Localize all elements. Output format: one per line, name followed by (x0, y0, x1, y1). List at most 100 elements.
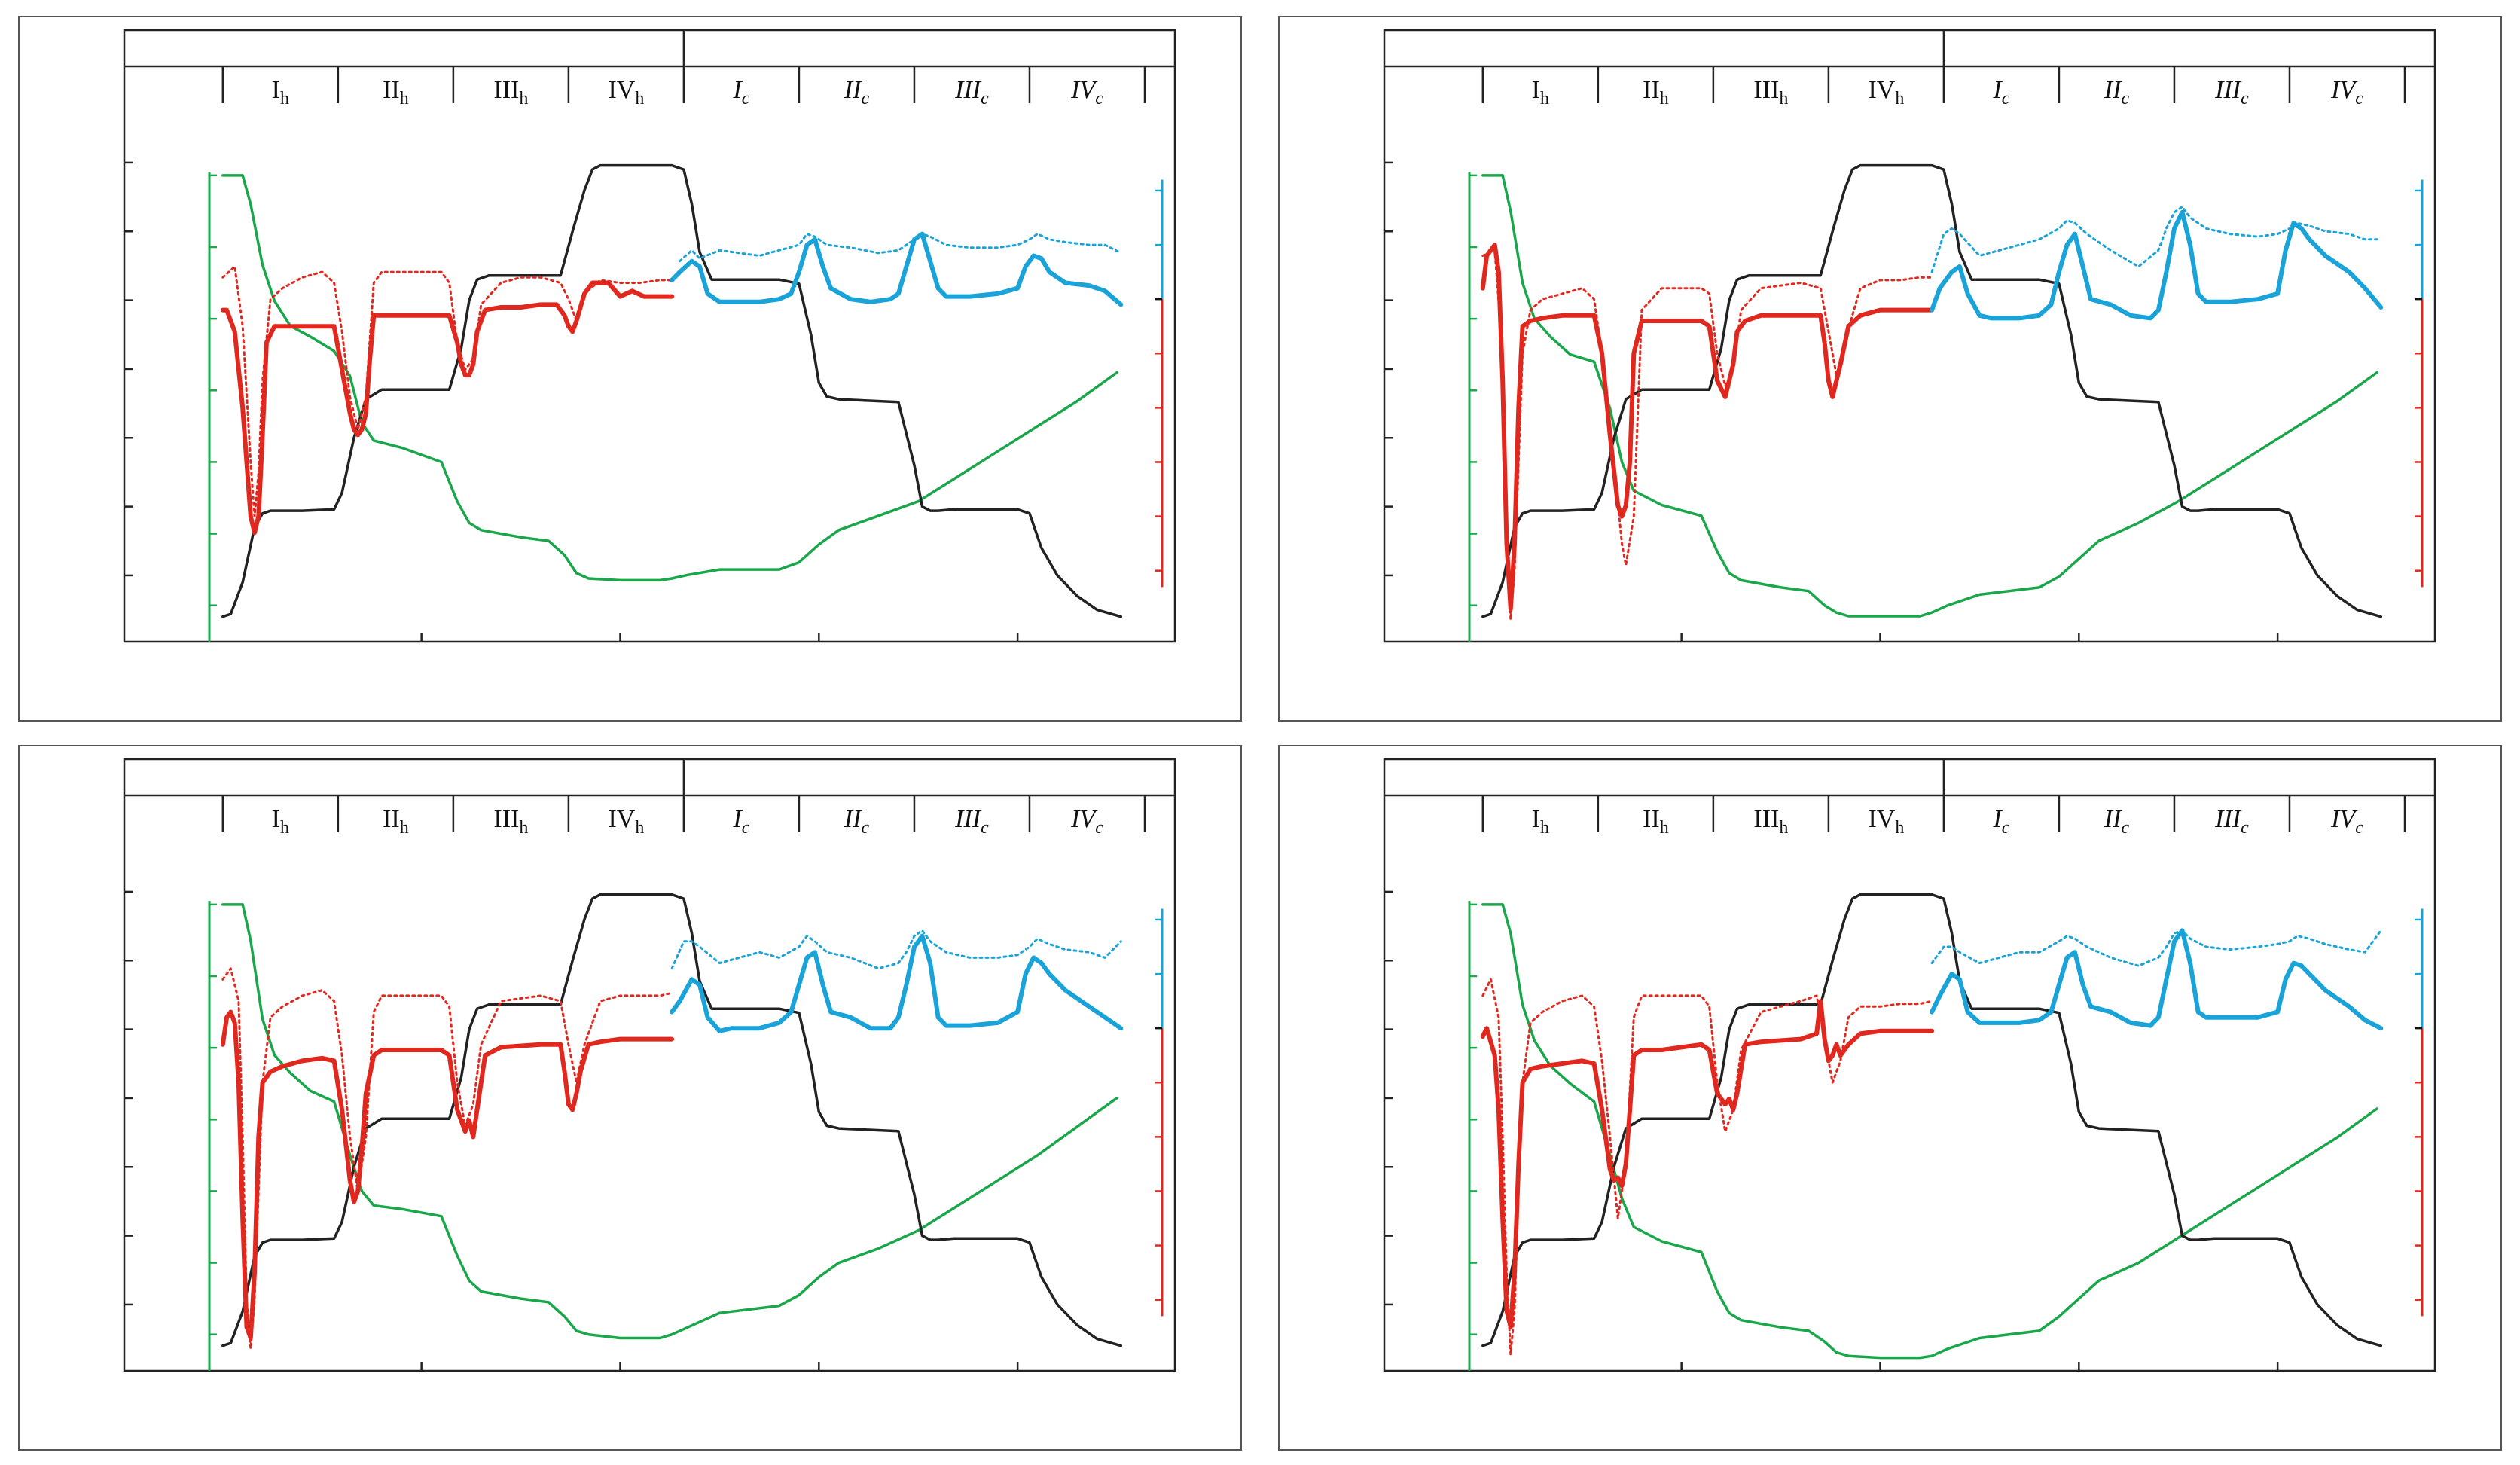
stage-roman: I (1532, 805, 1540, 833)
stage-subscript: c (1095, 89, 1103, 108)
stage-roman: II (383, 76, 400, 104)
stage-roman: III (493, 76, 519, 104)
stage-label: IIIh (1753, 76, 1788, 108)
stage-roman: I (732, 76, 743, 104)
stage-roman: IV (608, 76, 635, 104)
stage-roman: IV (2330, 805, 2358, 833)
stage-roman: III (2214, 805, 2242, 833)
panel-d: Ih IIh IIIh IVh Ic IIc IIIc IVc (1278, 745, 2502, 1451)
stage-label: IIh (1643, 805, 1669, 838)
dsc-heating-dotted-line (221, 967, 673, 1351)
tg-mass-line (221, 174, 1118, 582)
stage-roman: II (2104, 76, 2122, 104)
dsc-heating-line (1480, 243, 1935, 612)
stage-roman: III (493, 805, 519, 833)
stage-label: Ih (272, 805, 289, 838)
plot-box (123, 29, 1176, 643)
panel-frame (1278, 16, 2502, 722)
stage-subscript: c (2121, 818, 2129, 838)
stage-roman: IV (2330, 76, 2358, 104)
dsc-heating-line (220, 280, 675, 536)
stage-label: IIIc (954, 76, 989, 108)
tg-mass-line (1481, 174, 2378, 618)
stage-label: IIc (844, 76, 870, 108)
stage-roman: III (954, 805, 982, 833)
stage-roman: II (1643, 76, 1660, 104)
dtg-cooling-dotted-line (1930, 206, 2382, 273)
stage-roman: IV (1070, 805, 1098, 833)
stage-label: Ih (1532, 76, 1549, 108)
stage-label: IVh (1868, 76, 1904, 108)
dsc-heating-dotted-line (1481, 978, 1933, 1356)
stage-subscript: h (400, 818, 409, 838)
real-temperature-line (1481, 163, 2383, 618)
stage-subscript: c (2121, 89, 2129, 108)
stage-label: IIIh (1753, 805, 1788, 838)
stage-roman: IV (1868, 76, 1895, 104)
dsc-cooling-line (670, 231, 1124, 307)
plot-box (123, 758, 1176, 1372)
panel-frame (18, 745, 1242, 1451)
panel-a: Ih IIh IIIh IVh Ic IIc IIIc IVc (18, 16, 1242, 722)
dsc-heating-line (1480, 999, 1935, 1329)
stage-subscript: h (635, 818, 644, 838)
stage-subscript: h (280, 818, 289, 838)
stage-subscript: h (280, 89, 289, 108)
stage-subscript: c (1095, 818, 1103, 838)
stage-label: IIh (383, 76, 409, 108)
stage-label: IIc (2104, 805, 2130, 838)
panel-frame (18, 16, 1242, 722)
stage-subscript: h (519, 89, 528, 108)
tg-mass-line (221, 903, 1118, 1340)
panel-b: Ih IIh IIIh IVh Ic IIc IIIc IVc (1278, 16, 2502, 722)
stage-label: Ic (1992, 805, 2009, 838)
dsc-cooling-line (1930, 209, 2384, 321)
stage-subscript: c (2241, 818, 2249, 838)
dtg-cooling-dotted-line (679, 233, 1122, 263)
stage-subscript: h (1895, 89, 1904, 108)
stage-label: IIh (1643, 76, 1669, 108)
stage-label: IVc (2330, 76, 2363, 108)
stage-roman: III (1753, 805, 1779, 833)
panel-frame (1278, 745, 2502, 1451)
stage-subscript: c (861, 818, 869, 838)
stage-label: Ic (732, 805, 749, 838)
stage-label: IIIc (2214, 76, 2249, 108)
dsc-heating-line (220, 1009, 675, 1341)
stage-subscript: c (2002, 818, 2010, 838)
stage-roman: I (1992, 805, 2003, 833)
stage-label: IIc (844, 805, 870, 838)
stage-roman: I (1992, 76, 2003, 104)
stage-roman: I (732, 805, 743, 833)
stage-label: IIc (2104, 76, 2130, 108)
stage-subscript: c (742, 89, 750, 108)
stage-subscript: c (2355, 818, 2363, 838)
stage-subscript: c (742, 818, 750, 838)
stage-roman: I (272, 805, 280, 833)
dtg-cooling-dotted-line (1930, 929, 2382, 967)
stage-subscript: h (400, 89, 409, 108)
stage-subscript: h (1540, 818, 1549, 838)
stage-roman: IV (1868, 805, 1895, 833)
stage-roman: III (2214, 76, 2242, 104)
plot-box (1383, 29, 2436, 643)
stage-roman: II (844, 805, 862, 833)
stage-label: IVc (1070, 76, 1103, 108)
stage-subscript: c (2002, 89, 2010, 108)
real-temperature-line (1481, 893, 2383, 1347)
stage-roman: II (844, 76, 862, 104)
stage-subscript: c (2355, 89, 2363, 108)
stage-label: IVh (608, 76, 644, 108)
stage-subscript: c (981, 818, 989, 838)
stage-subscript: h (635, 89, 644, 108)
dsc-heating-dotted-line (1481, 249, 1933, 621)
stage-label: IVc (2330, 805, 2363, 838)
stage-label: IIIc (2214, 805, 2249, 838)
stage-subscript: h (1779, 89, 1788, 108)
stage-subscript: c (861, 89, 869, 108)
stage-roman: II (383, 805, 400, 833)
real-temperature-line (221, 893, 1123, 1347)
stage-subscript: h (1660, 818, 1669, 838)
stage-roman: II (2104, 805, 2122, 833)
stage-subscript: h (519, 818, 528, 838)
